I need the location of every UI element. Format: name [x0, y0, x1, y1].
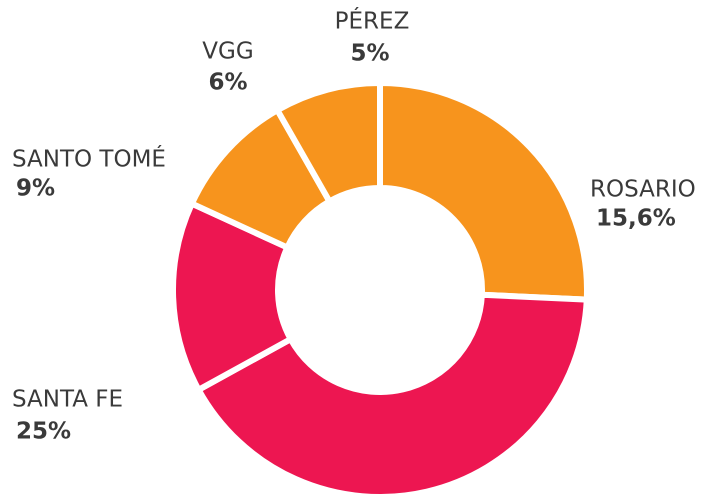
donut-slice [273, 79, 383, 206]
slice-value: 6% [208, 70, 247, 96]
donut-slice [194, 291, 590, 499]
slice-value: 15,6% [596, 206, 676, 232]
donut-slice [170, 199, 295, 394]
slice-value: 25% [16, 419, 71, 445]
slice-label: SANTO TOMÉ [12, 145, 166, 173]
slice-label: SANTA FE [12, 387, 123, 413]
slice-value: 9% [16, 176, 55, 202]
slice-value: 5% [350, 41, 389, 67]
donut-slice [377, 79, 590, 303]
slice-label: PÉREZ [335, 7, 410, 35]
slice-label: VGG [202, 39, 253, 65]
slice-label: ROSARIO [590, 177, 696, 203]
